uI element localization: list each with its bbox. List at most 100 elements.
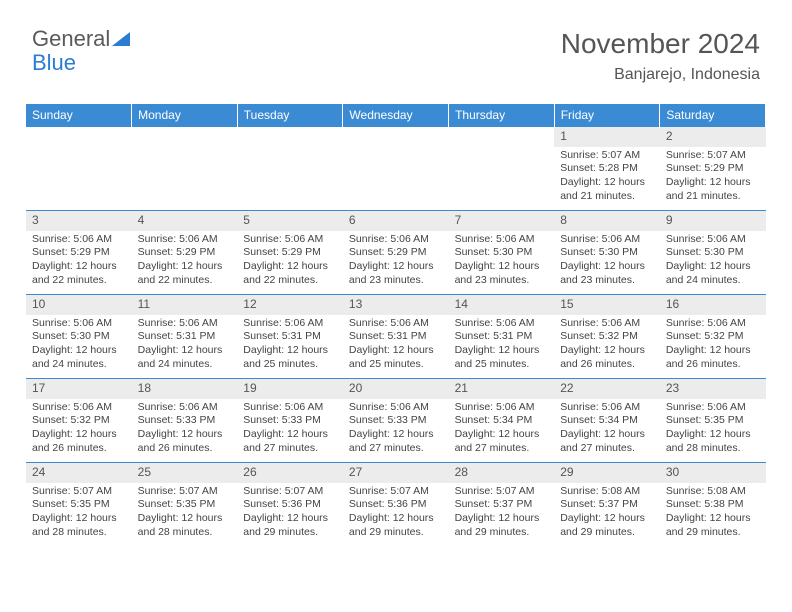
- sunrise-line: Sunrise: 5:06 AM: [138, 233, 232, 247]
- daylight-line: Daylight: 12 hours and 25 minutes.: [243, 344, 337, 371]
- day-number: 13: [343, 295, 449, 315]
- day-cell: 24Sunrise: 5:07 AMSunset: 5:35 PMDayligh…: [26, 463, 132, 547]
- day-header: Thursday: [449, 104, 555, 127]
- day-details: Sunrise: 5:08 AMSunset: 5:38 PMDaylight:…: [660, 483, 766, 544]
- day-cell: 21Sunrise: 5:06 AMSunset: 5:34 PMDayligh…: [449, 379, 555, 463]
- sunrise-line: Sunrise: 5:06 AM: [138, 317, 232, 331]
- day-details: Sunrise: 5:07 AMSunset: 5:37 PMDaylight:…: [449, 483, 555, 544]
- daylight-line: Daylight: 12 hours and 26 minutes.: [560, 344, 654, 371]
- day-details: Sunrise: 5:06 AMSunset: 5:31 PMDaylight:…: [343, 315, 449, 376]
- day-cell: 20Sunrise: 5:06 AMSunset: 5:33 PMDayligh…: [343, 379, 449, 463]
- sunrise-line: Sunrise: 5:06 AM: [138, 401, 232, 415]
- brand-logo: General: [32, 28, 130, 50]
- day-details: Sunrise: 5:06 AMSunset: 5:29 PMDaylight:…: [26, 231, 132, 292]
- day-number: 22: [554, 379, 660, 399]
- daylight-line: Daylight: 12 hours and 28 minutes.: [32, 512, 126, 539]
- sunset-line: Sunset: 5:28 PM: [560, 162, 654, 176]
- day-number: 26: [237, 463, 343, 483]
- sunset-line: Sunset: 5:29 PM: [138, 246, 232, 260]
- daylight-line: Daylight: 12 hours and 22 minutes.: [138, 260, 232, 287]
- day-details: Sunrise: 5:06 AMSunset: 5:29 PMDaylight:…: [343, 231, 449, 292]
- day-number: 10: [26, 295, 132, 315]
- day-header: Sunday: [26, 104, 132, 127]
- sunset-line: Sunset: 5:32 PM: [32, 414, 126, 428]
- sunset-line: Sunset: 5:29 PM: [349, 246, 443, 260]
- sunset-line: Sunset: 5:35 PM: [138, 498, 232, 512]
- day-header: Saturday: [660, 104, 766, 127]
- day-cell: 12Sunrise: 5:06 AMSunset: 5:31 PMDayligh…: [237, 295, 343, 379]
- month-title: November 2024: [561, 28, 760, 60]
- day-number: 18: [132, 379, 238, 399]
- sunrise-line: Sunrise: 5:08 AM: [560, 485, 654, 499]
- sunset-line: Sunset: 5:37 PM: [560, 498, 654, 512]
- sunrise-line: Sunrise: 5:06 AM: [349, 317, 443, 331]
- sunrise-line: Sunrise: 5:06 AM: [349, 401, 443, 415]
- location-label: Banjarejo, Indonesia: [561, 66, 760, 84]
- week-row: 24Sunrise: 5:07 AMSunset: 5:35 PMDayligh…: [26, 463, 766, 547]
- day-cell: 7Sunrise: 5:06 AMSunset: 5:30 PMDaylight…: [449, 211, 555, 295]
- day-number: 23: [660, 379, 766, 399]
- day-details: Sunrise: 5:06 AMSunset: 5:33 PMDaylight:…: [237, 399, 343, 460]
- day-cell: 26Sunrise: 5:07 AMSunset: 5:36 PMDayligh…: [237, 463, 343, 547]
- sunset-line: Sunset: 5:31 PM: [138, 330, 232, 344]
- daylight-line: Daylight: 12 hours and 25 minutes.: [349, 344, 443, 371]
- day-details: Sunrise: 5:06 AMSunset: 5:35 PMDaylight:…: [660, 399, 766, 460]
- sunset-line: Sunset: 5:33 PM: [349, 414, 443, 428]
- daylight-line: Daylight: 12 hours and 26 minutes.: [32, 428, 126, 455]
- daylight-line: Daylight: 12 hours and 24 minutes.: [32, 344, 126, 371]
- sunset-line: Sunset: 5:30 PM: [666, 246, 760, 260]
- sunrise-line: Sunrise: 5:07 AM: [560, 149, 654, 163]
- day-header: Monday: [132, 104, 238, 127]
- daylight-line: Daylight: 12 hours and 27 minutes.: [560, 428, 654, 455]
- day-details: Sunrise: 5:06 AMSunset: 5:32 PMDaylight:…: [554, 315, 660, 376]
- day-cell: 13Sunrise: 5:06 AMSunset: 5:31 PMDayligh…: [343, 295, 449, 379]
- sunset-line: Sunset: 5:29 PM: [243, 246, 337, 260]
- daylight-line: Daylight: 12 hours and 29 minutes.: [243, 512, 337, 539]
- day-cell: 2Sunrise: 5:07 AMSunset: 5:29 PMDaylight…: [660, 127, 766, 211]
- day-cell: [26, 127, 132, 211]
- day-number: 30: [660, 463, 766, 483]
- sunrise-line: Sunrise: 5:08 AM: [666, 485, 760, 499]
- daylight-line: Daylight: 12 hours and 27 minutes.: [455, 428, 549, 455]
- day-number: 21: [449, 379, 555, 399]
- sunset-line: Sunset: 5:36 PM: [243, 498, 337, 512]
- day-details: Sunrise: 5:06 AMSunset: 5:34 PMDaylight:…: [449, 399, 555, 460]
- day-cell: 15Sunrise: 5:06 AMSunset: 5:32 PMDayligh…: [554, 295, 660, 379]
- day-header-row: SundayMondayTuesdayWednesdayThursdayFrid…: [26, 104, 766, 127]
- day-details: Sunrise: 5:06 AMSunset: 5:32 PMDaylight:…: [660, 315, 766, 376]
- day-number: 4: [132, 211, 238, 231]
- sunset-line: Sunset: 5:36 PM: [349, 498, 443, 512]
- day-cell: 10Sunrise: 5:06 AMSunset: 5:30 PMDayligh…: [26, 295, 132, 379]
- daylight-line: Daylight: 12 hours and 24 minutes.: [666, 260, 760, 287]
- sunset-line: Sunset: 5:32 PM: [666, 330, 760, 344]
- day-details: Sunrise: 5:06 AMSunset: 5:32 PMDaylight:…: [26, 399, 132, 460]
- day-cell: 25Sunrise: 5:07 AMSunset: 5:35 PMDayligh…: [132, 463, 238, 547]
- day-cell: 6Sunrise: 5:06 AMSunset: 5:29 PMDaylight…: [343, 211, 449, 295]
- day-details: Sunrise: 5:07 AMSunset: 5:28 PMDaylight:…: [554, 147, 660, 208]
- sunrise-line: Sunrise: 5:06 AM: [560, 317, 654, 331]
- daylight-line: Daylight: 12 hours and 28 minutes.: [666, 428, 760, 455]
- daylight-line: Daylight: 12 hours and 27 minutes.: [243, 428, 337, 455]
- title-block: November 2024 Banjarejo, Indonesia: [561, 28, 760, 84]
- day-details: Sunrise: 5:06 AMSunset: 5:34 PMDaylight:…: [554, 399, 660, 460]
- page-header: General November 2024 Banjarejo, Indones…: [0, 0, 792, 92]
- sunrise-line: Sunrise: 5:06 AM: [560, 401, 654, 415]
- daylight-line: Daylight: 12 hours and 24 minutes.: [138, 344, 232, 371]
- sunset-line: Sunset: 5:35 PM: [32, 498, 126, 512]
- day-header: Wednesday: [343, 104, 449, 127]
- sunrise-line: Sunrise: 5:07 AM: [32, 485, 126, 499]
- day-cell: 5Sunrise: 5:06 AMSunset: 5:29 PMDaylight…: [237, 211, 343, 295]
- daylight-line: Daylight: 12 hours and 29 minutes.: [455, 512, 549, 539]
- sunset-line: Sunset: 5:30 PM: [455, 246, 549, 260]
- day-cell: 22Sunrise: 5:06 AMSunset: 5:34 PMDayligh…: [554, 379, 660, 463]
- day-details: Sunrise: 5:08 AMSunset: 5:37 PMDaylight:…: [554, 483, 660, 544]
- day-number: 20: [343, 379, 449, 399]
- day-number: 7: [449, 211, 555, 231]
- day-details: Sunrise: 5:06 AMSunset: 5:30 PMDaylight:…: [26, 315, 132, 376]
- sunrise-line: Sunrise: 5:06 AM: [243, 233, 337, 247]
- day-details: Sunrise: 5:07 AMSunset: 5:36 PMDaylight:…: [343, 483, 449, 544]
- day-number: 27: [343, 463, 449, 483]
- sunrise-line: Sunrise: 5:06 AM: [32, 401, 126, 415]
- daylight-line: Daylight: 12 hours and 26 minutes.: [138, 428, 232, 455]
- sunrise-line: Sunrise: 5:06 AM: [32, 233, 126, 247]
